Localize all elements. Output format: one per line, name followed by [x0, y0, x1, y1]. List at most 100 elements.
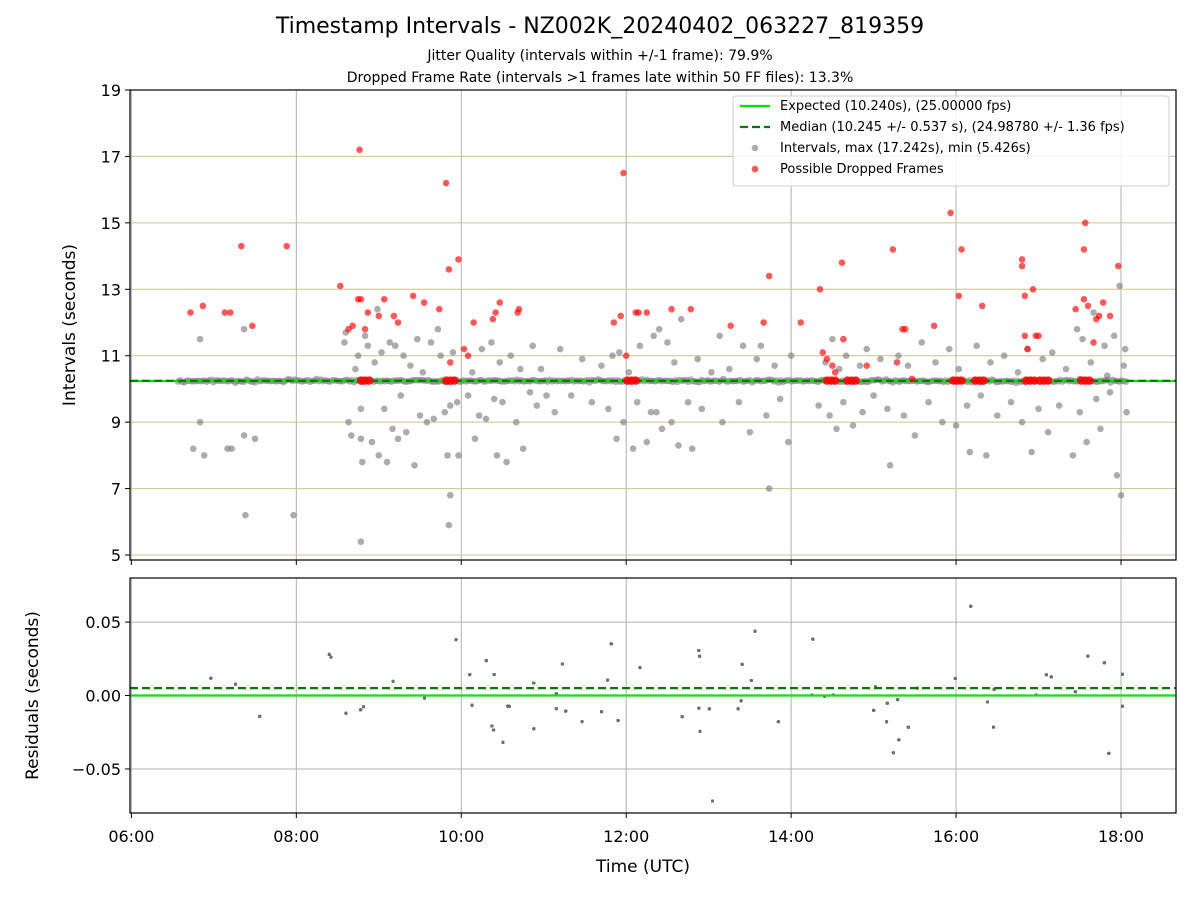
interval-point: [629, 445, 637, 453]
interval-point: [945, 345, 953, 353]
interval-point: [430, 415, 438, 423]
interval-point: [1123, 408, 1130, 416]
residual-point: [885, 701, 889, 705]
interval-point: [400, 352, 407, 360]
interval-point: [389, 425, 396, 433]
dropped-frame-point: [515, 305, 523, 313]
y-tick-label-15: 15: [101, 214, 121, 233]
residual-point: [698, 729, 702, 733]
dropped-frame-point: [390, 312, 398, 320]
residual-point: [507, 704, 511, 708]
interval-point: [973, 342, 980, 350]
interval-point: [668, 418, 675, 426]
residual-point: [1120, 672, 1124, 676]
interval-point: [1048, 349, 1056, 356]
dropped-frame-point: [1090, 339, 1097, 346]
residual-point: [564, 709, 568, 713]
interval-point: [1028, 448, 1035, 456]
residual-y-tick-label: 0.00: [85, 687, 121, 706]
dropped-frame-point: [1018, 262, 1026, 270]
interval-point: [658, 425, 666, 433]
residual-y-tick-label: −0.05: [72, 760, 121, 779]
interval-point: [708, 369, 715, 376]
residual-point: [885, 720, 889, 724]
interval-point: [1110, 332, 1118, 340]
residual-point: [740, 662, 744, 666]
residuals-y-axis-label: Residuals (seconds): [23, 611, 43, 780]
dropped-frame-point: [380, 295, 388, 303]
interval-point: [1076, 408, 1084, 416]
interval-point: [375, 452, 383, 459]
interval-point: [423, 418, 431, 426]
interval-point: [1106, 388, 1114, 396]
interval-point: [1018, 418, 1026, 426]
dropped-frame-point: [349, 322, 356, 330]
dropped-frame-point: [765, 272, 773, 280]
residual-y-tick-label: 0.05: [85, 613, 121, 632]
interval-point: [1116, 282, 1123, 290]
dropped-frame-point: [823, 355, 831, 363]
interval-point: [496, 359, 504, 366]
interval-point: [1083, 438, 1090, 446]
interval-point: [1079, 335, 1086, 343]
y-tick-label-9: 9: [111, 413, 121, 432]
interval-point: [746, 428, 754, 436]
dropped-frame-point: [361, 325, 369, 333]
residual-point: [532, 681, 536, 685]
interval-point: [1073, 325, 1081, 333]
residual-point: [490, 724, 494, 728]
interval-point: [987, 359, 994, 366]
residual-point: [698, 654, 702, 658]
interval-point: [904, 362, 912, 369]
interval-point: [675, 442, 682, 449]
dropped-frame-point: [199, 302, 207, 310]
interval-point: [609, 352, 616, 360]
interval-point: [765, 485, 773, 492]
interval-point: [242, 511, 249, 519]
legend-item-dropped-swatch: [751, 165, 759, 173]
interval-point: [829, 335, 836, 343]
interval-point: [1055, 402, 1063, 409]
interval-point: [925, 398, 932, 406]
dropped-frame-point: [797, 319, 805, 326]
residual-point: [953, 677, 957, 681]
residual-point: [501, 740, 505, 744]
interval-point: [567, 392, 575, 399]
y-tick-label-7: 7: [111, 480, 121, 499]
interval-point: [598, 362, 605, 369]
residual-point: [736, 707, 740, 711]
residual-point: [327, 652, 331, 656]
residual-point: [468, 673, 472, 677]
interval-point: [588, 398, 596, 406]
residual-point: [1086, 654, 1090, 658]
interval-point: [1113, 472, 1121, 479]
residual-point: [992, 725, 996, 729]
interval-point: [251, 435, 259, 443]
dropped-frame-point: [435, 305, 443, 313]
dropped-frame-point: [1021, 332, 1029, 340]
interval-point: [386, 339, 394, 346]
dropped-frame-point: [687, 305, 695, 313]
interval-point: [955, 365, 963, 373]
legend-item-expected-label: Expected (10.240s), (25.00000 fps): [780, 99, 1011, 114]
dropped-frame-point: [238, 242, 245, 250]
residual-point: [532, 727, 536, 731]
interval-point: [1120, 362, 1128, 369]
interval-point: [983, 452, 990, 459]
interval-point: [446, 491, 454, 499]
dropped-frame-point: [620, 169, 627, 177]
dropped-frame-point: [947, 209, 954, 217]
x-tick-label-1600: 16:00: [933, 827, 979, 846]
interval-point: [361, 332, 369, 340]
dropped-frame-point: [1106, 312, 1114, 320]
dropped-frame-point: [727, 322, 734, 330]
interval-point: [378, 349, 385, 356]
interval-point: [664, 339, 671, 346]
interval-point: [698, 405, 706, 413]
dropped-frame-point: [227, 309, 234, 316]
interval-point: [189, 445, 197, 453]
interval-point: [446, 402, 454, 409]
residual-point: [258, 714, 262, 718]
interval-point: [653, 408, 660, 416]
